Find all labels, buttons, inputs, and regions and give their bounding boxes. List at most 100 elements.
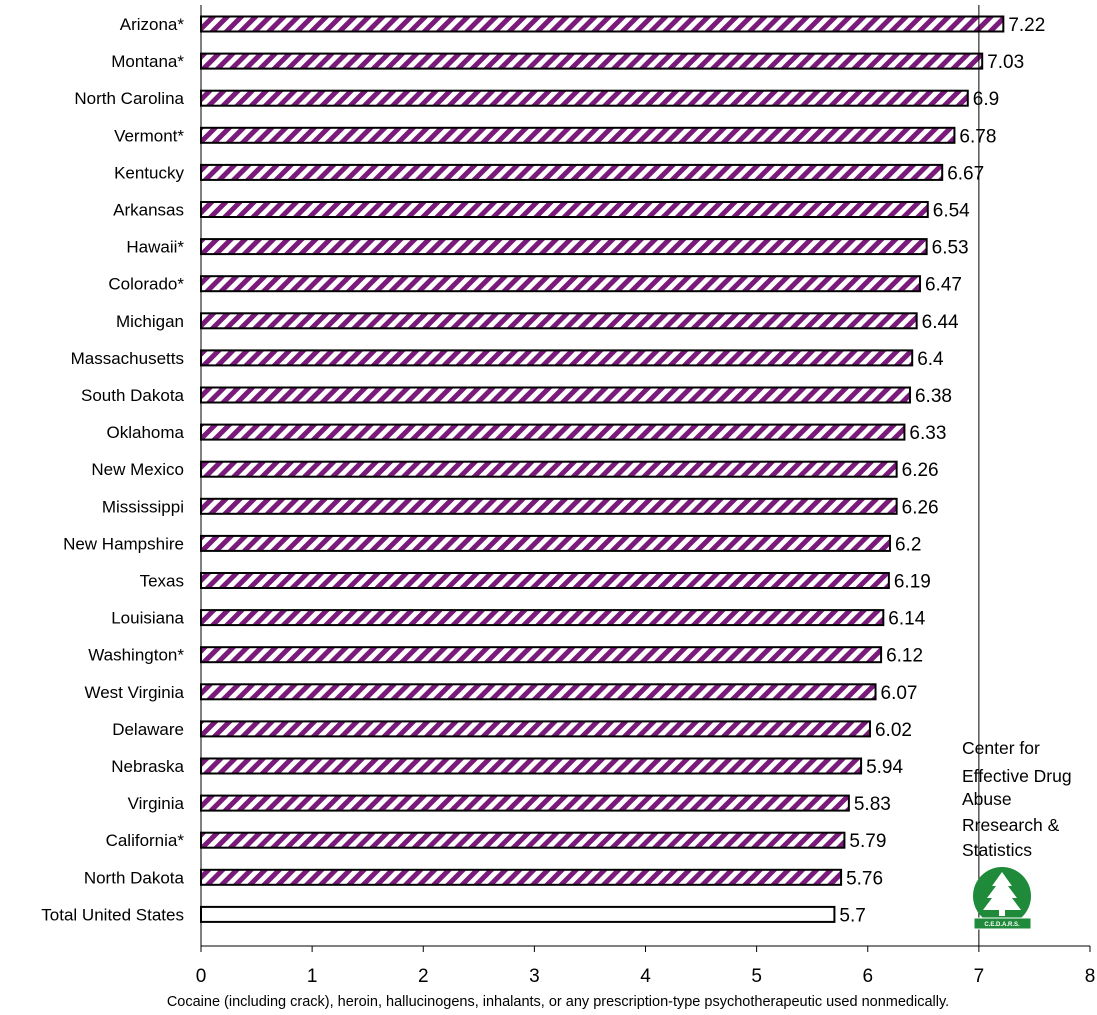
category-label: North Carolina [74, 89, 184, 108]
category-label: South Dakota [81, 386, 185, 405]
x-tick-label: 3 [529, 966, 540, 987]
data-label: 6.26 [902, 497, 939, 518]
logo-line-2: Effective Drug [962, 766, 1072, 786]
bar-16 [200, 609, 885, 627]
bar-19 [200, 720, 871, 738]
data-label: 6.14 [888, 609, 925, 630]
bar-15 [200, 572, 890, 589]
bar-0 [200, 15, 1005, 33]
bar-24 [200, 905, 836, 923]
data-label: 6.19 [894, 572, 931, 593]
x-ticks-group: 0 1 2 3 4 5 6 7 8 [196, 946, 1096, 987]
category-label: California* [106, 831, 185, 850]
logo-line-5: Statistics [962, 840, 1032, 860]
data-label: 6.54 [933, 201, 970, 222]
category-label: New Mexico [91, 460, 184, 479]
category-label: Michigan [116, 312, 184, 331]
category-label: Arizona* [120, 15, 185, 34]
category-label: Arkansas [113, 201, 184, 220]
bar-4 [200, 163, 944, 181]
data-label: 6.4 [917, 349, 944, 370]
category-label: Washington* [88, 646, 184, 665]
category-label: Texas [140, 572, 184, 591]
logo-line-3: Abuse [962, 789, 1012, 809]
x-tick-label: 6 [862, 966, 873, 987]
bar-12 [200, 460, 898, 478]
logo-line-4: Rresearch & [962, 815, 1060, 835]
category-label: North Dakota [84, 868, 185, 887]
category-label: Kentucky [114, 163, 184, 182]
data-label: 6.38 [915, 386, 952, 407]
data-label: 5.76 [846, 868, 883, 889]
logo-line-1: Center for [962, 738, 1040, 758]
category-label: Virginia [128, 794, 185, 813]
bar-10 [200, 386, 911, 404]
bar-6 [200, 238, 928, 256]
category-label: Nebraska [111, 757, 184, 776]
data-label: 6.47 [925, 275, 962, 296]
bar-23 [200, 868, 843, 886]
data-label: 6.53 [932, 238, 969, 259]
tree-icon: C.E.D.A.R.S. [973, 867, 1032, 930]
category-label: Montana* [111, 52, 184, 71]
bar-9 [200, 349, 914, 367]
data-label: 6.12 [886, 646, 923, 667]
data-label: 7.03 [987, 52, 1024, 73]
logo-mark-text: C.E.D.A.R.S. [984, 922, 1020, 928]
category-label: Hawaii* [126, 238, 184, 257]
category-label: Louisiana [111, 609, 184, 628]
category-label: Total United States [41, 905, 184, 924]
x-tick-label: 4 [640, 966, 651, 987]
data-label: 7.22 [1008, 15, 1045, 36]
x-tick-label: 5 [751, 966, 762, 987]
tree-icon-shape [983, 872, 1021, 910]
bar-22 [200, 831, 846, 849]
x-tick-label: 0 [196, 966, 207, 987]
category-label: Massachusetts [71, 349, 184, 368]
data-label: 6.67 [947, 163, 984, 184]
x-tick-label: 2 [418, 966, 429, 987]
bar-17 [200, 646, 883, 664]
bar-7 [200, 275, 921, 293]
bar-5 [200, 201, 929, 218]
data-label: 5.94 [866, 757, 903, 778]
bar-21 [200, 794, 850, 812]
x-tick-label: 8 [1085, 966, 1096, 987]
data-label: 6.33 [909, 423, 946, 444]
data-label: 6.44 [922, 312, 959, 333]
data-label: 6.2 [895, 534, 921, 555]
data-label: 6.9 [973, 89, 999, 110]
category-label: Oklahoma [107, 423, 185, 442]
category-label: Mississippi [102, 497, 184, 516]
data-label: 6.78 [959, 126, 996, 147]
x-tick-label: 1 [307, 966, 318, 987]
data-label: 6.02 [875, 720, 912, 741]
data-label: 5.79 [849, 831, 886, 852]
bar-14 [200, 534, 891, 552]
category-label: Delaware [112, 720, 184, 739]
data-label: 5.7 [839, 905, 865, 926]
data-labels-group: 7.22 7.03 6.9 6.78 6.67 6.54 6.53 6.47 6.44 6.4 6.… [839, 15, 1045, 926]
x-tick-label: 7 [974, 966, 985, 987]
tree-icon-trunk [999, 910, 1005, 916]
category-label: West Virginia [84, 683, 184, 702]
bar-20 [200, 757, 863, 775]
cedars-logo: Center for Effective Drug Abuse Rresearc… [962, 738, 1072, 930]
category-labels-group: Arizona* Montana* North Carolina Vermont* Ke… [41, 15, 184, 924]
bar-3 [200, 126, 956, 144]
bar-13 [200, 497, 898, 515]
bar-2 [200, 89, 969, 107]
bar-8 [200, 312, 918, 330]
category-label: Vermont* [114, 126, 184, 145]
tree-icon-banner [973, 917, 1032, 930]
data-label: 5.83 [854, 794, 891, 815]
data-label: 6.26 [902, 460, 939, 481]
bar-11 [200, 423, 906, 441]
category-label: New Hampshire [63, 534, 184, 553]
bar-18 [200, 683, 877, 701]
category-label: Colorado* [108, 275, 184, 294]
bar-1 [200, 52, 984, 70]
x-axis-label: Cocaine (including crack), heroin, hallu… [167, 994, 949, 1010]
data-label: 6.07 [881, 683, 918, 704]
